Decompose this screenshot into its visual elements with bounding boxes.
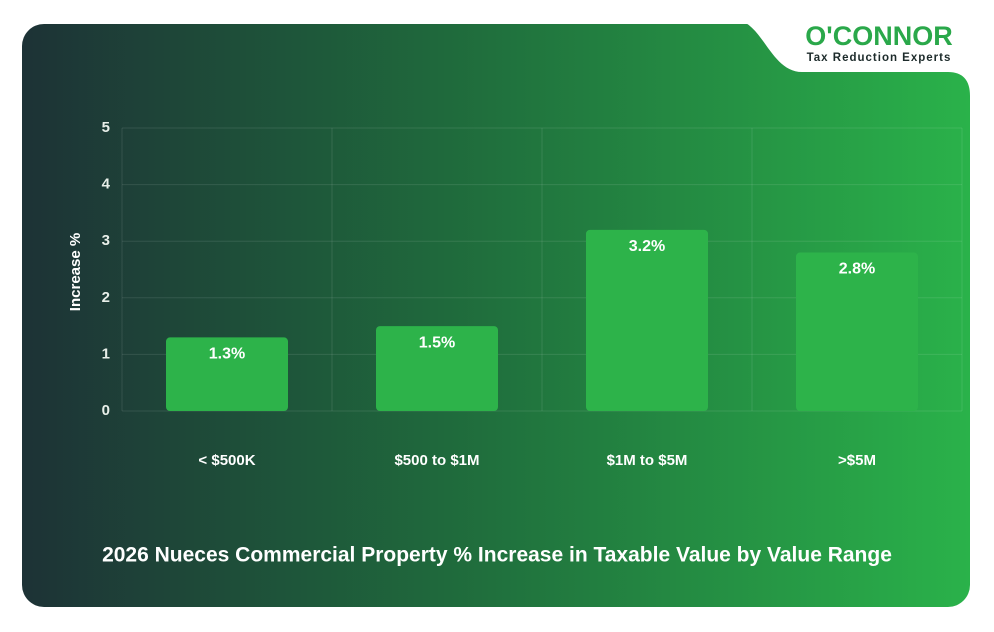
value-label: 2.8% (839, 261, 875, 278)
y-tick-label: 4 (102, 176, 111, 193)
y-tick-label: 2 (102, 289, 110, 306)
bar (796, 252, 918, 411)
logo-notch (735, 20, 994, 96)
y-tick-label: 0 (102, 402, 110, 419)
x-tick-label: $1M to $5M (607, 452, 688, 469)
value-label: 1.3% (209, 346, 245, 363)
value-label: 3.2% (629, 238, 665, 255)
y-tick-label: 5 (102, 119, 110, 136)
y-tick-label: 3 (102, 232, 110, 249)
card (22, 24, 970, 607)
brand-name: O'CONNOR (805, 21, 952, 51)
bar (376, 326, 498, 411)
bar (166, 337, 288, 411)
x-tick-label: $500 to $1M (394, 452, 479, 469)
bar (586, 229, 708, 411)
y-tick-label: 1 (102, 345, 110, 362)
x-tick-label: < $500K (198, 452, 255, 469)
y-axis-title: Increase % (67, 233, 84, 311)
value-label: 1.5% (419, 334, 455, 351)
x-tick-label: >$5M (838, 452, 876, 469)
brand-tagline: Tax Reduction Experts (807, 52, 952, 64)
chart-title: 2026 Nueces Commercial Property % Increa… (102, 544, 892, 567)
